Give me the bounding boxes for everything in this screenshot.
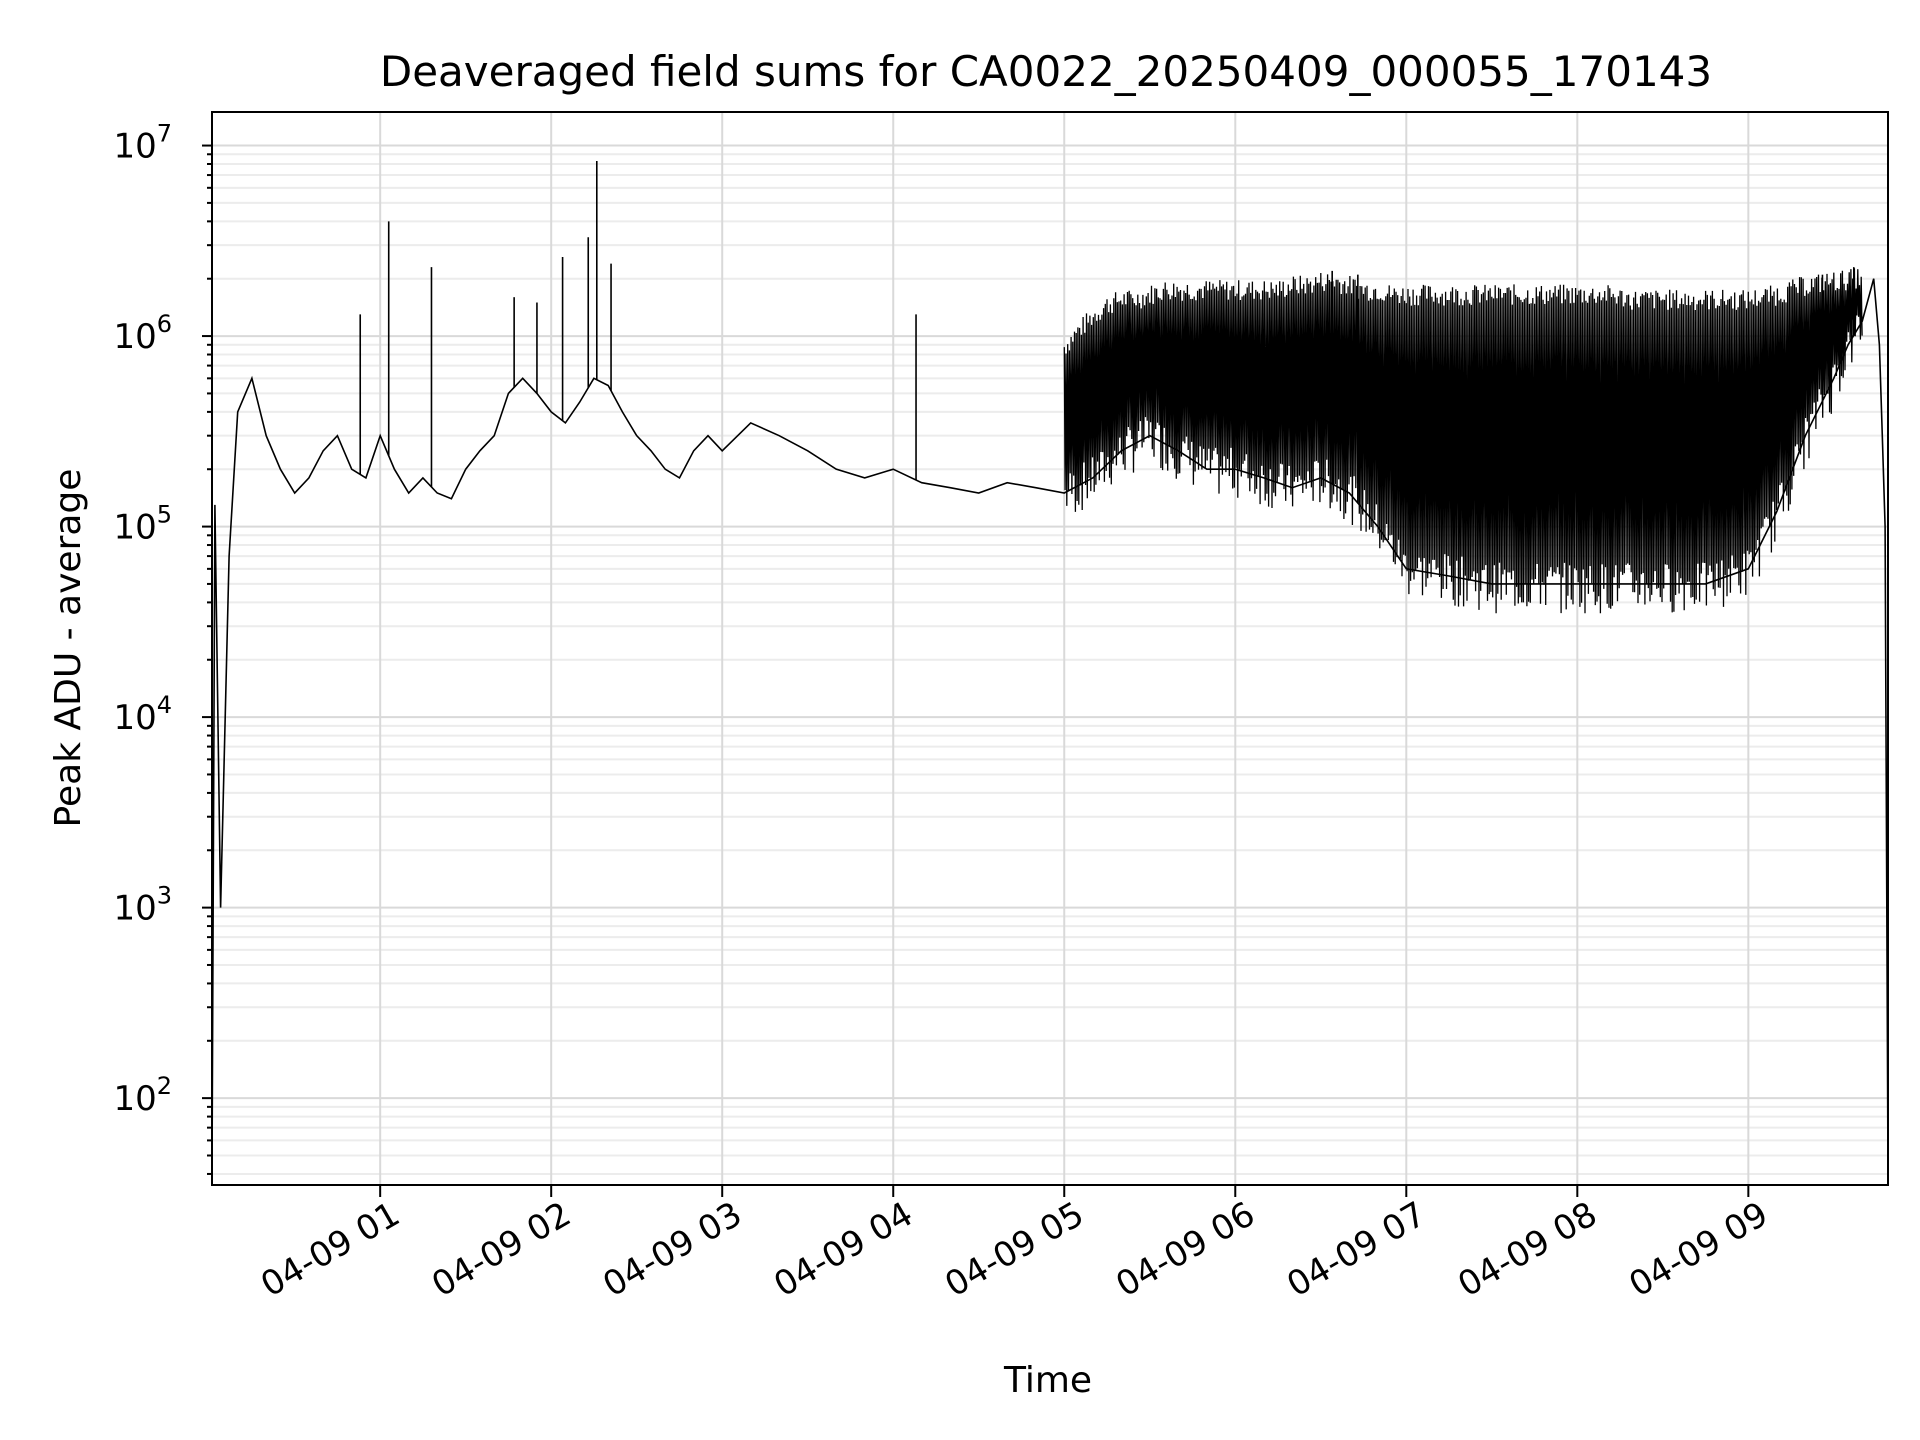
y-tick-label: 102 <box>113 1072 172 1119</box>
y-tick-label-base: 10 <box>113 698 156 738</box>
series-line <box>211 278 1889 1175</box>
chart-title: Deaveraged field sums for CA0022_2025040… <box>380 47 1712 96</box>
y-tick-label-exponent: 2 <box>157 1072 172 1100</box>
y-tick-label-base: 10 <box>113 1079 156 1119</box>
y-tick-label-base: 10 <box>113 127 156 167</box>
y-tick-label: 106 <box>113 310 172 357</box>
y-tick-label: 103 <box>113 882 172 929</box>
series-oscillation <box>1063 268 1863 614</box>
y-tick-label-base: 10 <box>113 889 156 929</box>
y-tick-label-exponent: 4 <box>157 691 172 719</box>
y-tick-label-base: 10 <box>113 508 156 548</box>
y-tick-label: 104 <box>113 691 172 738</box>
y-tick-label: 107 <box>113 120 172 167</box>
y-tick-label-exponent: 5 <box>157 501 172 529</box>
y-tick-label-exponent: 3 <box>157 882 172 910</box>
x-axis-label: Time <box>1003 1360 1092 1401</box>
plot-area <box>212 112 1888 1185</box>
y-axis-label: Peak ADU - average <box>48 469 89 828</box>
y-tick-label-base: 10 <box>113 317 156 357</box>
y-tick-label: 105 <box>113 501 172 548</box>
data-series <box>211 160 1889 1175</box>
plot-frame <box>211 111 1889 1186</box>
y-tick-label-exponent: 6 <box>157 310 172 338</box>
y-tick-label-exponent: 7 <box>157 120 172 148</box>
